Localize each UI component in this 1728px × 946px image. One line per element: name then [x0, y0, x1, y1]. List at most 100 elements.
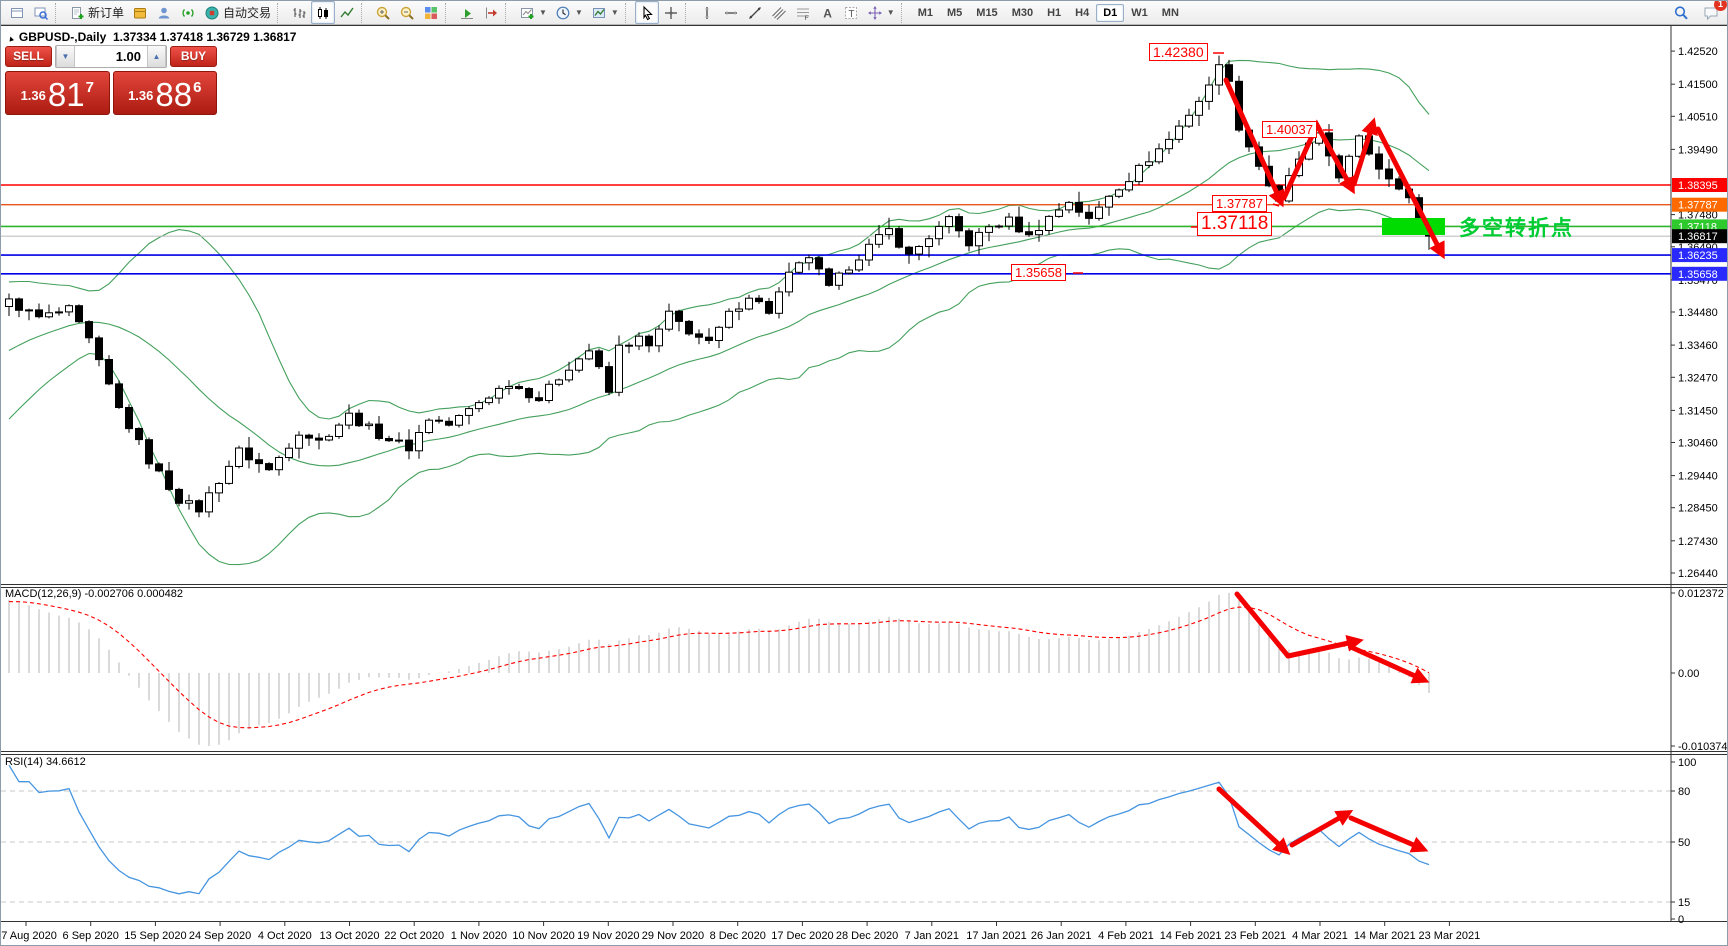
svg-text:1 Nov 2020: 1 Nov 2020	[451, 930, 507, 942]
toolbar-separator	[624, 2, 633, 23]
price-flag-1.40037[interactable]: 1.40037	[1262, 121, 1317, 138]
svg-text:29 Nov 2020: 29 Nov 2020	[642, 930, 704, 942]
candlestick-chart-icon	[315, 5, 331, 21]
svg-text:80: 80	[1678, 786, 1690, 798]
timeframe-m15-button[interactable]: M15	[976, 6, 998, 19]
volume-increase-button[interactable]: ▲	[147, 46, 166, 67]
chart-shift-button[interactable]	[479, 1, 503, 24]
ask-price-button[interactable]: 1.36 88 6	[112, 71, 217, 115]
templates-button[interactable]: ▼	[587, 1, 623, 24]
buy-button[interactable]: BUY	[170, 46, 217, 67]
svg-text:A: A	[823, 6, 832, 20]
chart-profile-button[interactable]	[29, 1, 53, 24]
toolbar-separator	[900, 2, 909, 23]
periods-icon	[555, 5, 571, 21]
text-label-tool-button[interactable]: T	[839, 1, 863, 24]
fibonacci-tool-icon: F	[795, 5, 811, 21]
chevron-down-icon: ▼	[574, 8, 583, 17]
svg-text:10 Nov 2020: 10 Nov 2020	[512, 930, 574, 942]
svg-text:14 Feb 2021: 14 Feb 2021	[1160, 930, 1222, 942]
notifications-button[interactable]: 1	[1699, 1, 1727, 24]
price-flag-1.37118[interactable]: 1.37118	[1197, 212, 1273, 236]
periods-button[interactable]: ▼	[551, 1, 587, 24]
bar-chart-button[interactable]	[287, 1, 311, 24]
zoom-in-button[interactable]	[371, 1, 395, 24]
line-chart-button[interactable]	[335, 1, 359, 24]
svg-text:1.26440: 1.26440	[1678, 568, 1718, 580]
zoom-out-button[interactable]	[395, 1, 419, 24]
history-center-button[interactable]	[128, 1, 152, 24]
community-button[interactable]	[152, 1, 176, 24]
svg-text:14 Mar 2021: 14 Mar 2021	[1354, 930, 1416, 942]
new-order-button[interactable]: 新订单	[65, 1, 128, 24]
toolbar-separator	[505, 2, 513, 23]
price-badge	[1672, 197, 1727, 212]
indicators-button[interactable]: ▼	[515, 1, 551, 24]
svg-text:13 Oct 2020: 13 Oct 2020	[320, 930, 380, 942]
auto-trading-button-label: 自动交易	[223, 6, 272, 20]
svg-text:1.36235: 1.36235	[1678, 250, 1718, 262]
text-label-tool-icon: T	[843, 5, 859, 21]
bid-price-prefix: 1.36	[20, 88, 46, 103]
new-order-icon	[69, 5, 85, 21]
turning-point-note[interactable]: 多空转折点	[1459, 217, 1574, 240]
svg-text:1.42520: 1.42520	[1678, 46, 1718, 58]
bid-price-button[interactable]: 1.36 81 7	[5, 71, 110, 115]
auto-scroll-button[interactable]	[455, 1, 479, 24]
svg-text:0: 0	[1678, 914, 1684, 926]
timeframe-m5-button[interactable]: M5	[947, 6, 963, 19]
price-flag-1.37787[interactable]: 1.37787	[1212, 195, 1267, 212]
svg-text:0.012372: 0.012372	[1678, 588, 1724, 600]
search-button[interactable]	[1669, 1, 1693, 24]
equidistant-channel-tool-button[interactable]	[767, 1, 791, 24]
svg-text:1.32470: 1.32470	[1678, 372, 1718, 384]
signals-button[interactable]	[176, 1, 200, 24]
indicators-icon	[519, 5, 535, 21]
text-tool-button[interactable]: A	[815, 1, 839, 24]
fibonacci-tool-button[interactable]: F	[791, 1, 815, 24]
ask-price-prefix: 1.36	[128, 88, 154, 103]
community-icon	[156, 5, 172, 21]
crosshair-tool-button[interactable]	[659, 1, 683, 24]
zoom-out-icon	[399, 5, 415, 21]
timeframe-m1-button[interactable]: M1	[917, 6, 933, 19]
timeframe-mn-button[interactable]: MN	[1161, 6, 1179, 19]
svg-text:17 Jan 2021: 17 Jan 2021	[966, 930, 1027, 942]
search-icon	[1673, 5, 1689, 21]
volume-decrease-button[interactable]: ▼	[56, 46, 75, 67]
toolbar-separator	[445, 2, 453, 23]
sell-button[interactable]: SELL	[5, 46, 52, 67]
arrows-tool-icon	[867, 5, 883, 21]
svg-text:24 Sep 2020: 24 Sep 2020	[189, 930, 251, 942]
tile-windows-button[interactable]	[419, 1, 443, 24]
horizontal-line-tool-button[interactable]	[719, 1, 743, 24]
svg-text:8 Dec 2020: 8 Dec 2020	[710, 930, 766, 942]
timeframe-h4-button[interactable]: H4	[1075, 6, 1090, 19]
svg-text:7 Jan 2021: 7 Jan 2021	[905, 930, 959, 942]
equidistant-channel-tool-icon	[771, 5, 787, 21]
tile-windows-icon	[423, 5, 439, 21]
svg-text:-0.010374: -0.010374	[1678, 741, 1728, 753]
cursor-tool-button[interactable]	[634, 1, 659, 24]
candlestick-chart-button[interactable]	[311, 1, 336, 24]
timeframe-h1-button[interactable]: H1	[1047, 6, 1062, 19]
toolbar-separator	[277, 2, 285, 23]
auto-trading-button[interactable]: 自动交易	[200, 1, 275, 24]
timeframe-m30-button[interactable]: M30	[1011, 6, 1034, 19]
trendline-tool-button[interactable]	[743, 1, 767, 24]
svg-text:1.30460: 1.30460	[1678, 438, 1718, 450]
history-center-icon	[132, 5, 148, 21]
timeframe-d1-button[interactable]: D1	[1096, 3, 1125, 22]
arrows-tool-button[interactable]: ▼	[863, 1, 899, 24]
ask-price-pip-digit: 6	[193, 79, 202, 96]
vertical-line-tool-button[interactable]	[695, 1, 719, 24]
price-flag-1.35658[interactable]: 1.35658	[1011, 264, 1066, 281]
price-flag-1.42380[interactable]: 1.42380	[1149, 43, 1208, 61]
chart-window-button[interactable]	[5, 1, 29, 24]
volume-value[interactable]: 1.00	[115, 49, 141, 64]
svg-text:28 Dec 2020: 28 Dec 2020	[836, 930, 898, 942]
auto-scroll-icon	[459, 5, 475, 21]
svg-text:1.41500: 1.41500	[1678, 79, 1718, 91]
timeframe-w1-button[interactable]: W1	[1131, 6, 1148, 19]
